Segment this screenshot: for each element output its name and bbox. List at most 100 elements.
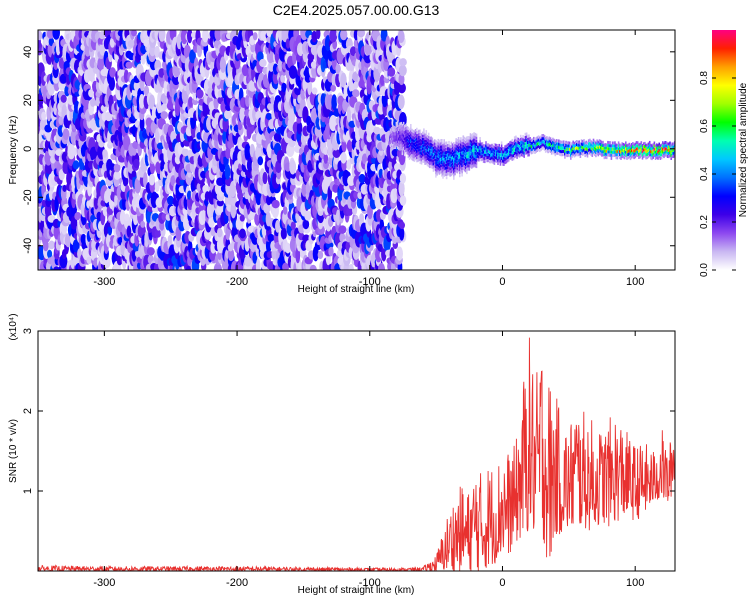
noise-cell — [330, 84, 336, 92]
noise-cell — [131, 248, 137, 262]
noise-cell — [317, 250, 324, 260]
noise-cell — [329, 114, 338, 132]
signal-cell — [457, 137, 460, 140]
spectrogram-y-axis-label: Frequency (Hz) — [8, 116, 19, 185]
snr-x-tick-label: -200 — [226, 577, 248, 589]
noise-cell — [148, 94, 156, 110]
noise-cell — [387, 67, 396, 77]
noise-cell — [148, 173, 156, 186]
noise-cell — [108, 76, 116, 91]
spectrogram-x-axis-label: Height of straight line (km) — [298, 284, 415, 295]
noise-cell — [53, 266, 60, 270]
noise-cell — [340, 152, 347, 164]
noise-cell — [214, 30, 222, 41]
noise-cell — [239, 214, 245, 222]
signal-cell — [441, 139, 443, 142]
signal-cell — [579, 155, 582, 158]
noise-cell — [324, 35, 332, 52]
signal-cell — [475, 161, 478, 165]
snr-x-tick-label: 0 — [499, 577, 505, 589]
spectrogram-y-tick-label: 20 — [22, 94, 34, 106]
noise-cell — [398, 64, 407, 77]
noise-cell — [306, 115, 312, 127]
noise-cell — [346, 207, 353, 216]
signal-cell — [484, 160, 486, 164]
noise-cell — [189, 49, 196, 64]
noise-cell — [113, 170, 121, 180]
noise-cell — [105, 111, 113, 122]
signal-cell — [479, 137, 481, 140]
noise-cell — [80, 233, 87, 245]
noise-cell — [311, 30, 318, 43]
signal-cell — [466, 171, 468, 175]
noise-cell — [281, 82, 287, 93]
noise-cell — [265, 112, 273, 121]
colorbar-tick-label: 0.4 — [699, 167, 710, 181]
noise-cell — [302, 219, 310, 230]
noise-cell — [272, 70, 279, 85]
noise-cell — [262, 171, 268, 185]
noise-cell — [195, 89, 204, 99]
noise-cell — [322, 147, 329, 155]
noise-cell — [230, 202, 237, 219]
noise-cell — [202, 30, 209, 43]
signal-cell — [519, 134, 522, 138]
noise-cell — [64, 233, 72, 248]
noise-cell — [187, 149, 194, 158]
noise-cell — [263, 202, 271, 214]
noise-cell — [275, 219, 281, 233]
noise-cell — [348, 264, 354, 270]
signal-cell — [511, 138, 514, 142]
colorbar-tick-label: 0.0 — [699, 263, 710, 277]
noise-cell — [239, 228, 246, 239]
signal-cell — [459, 174, 461, 178]
signal-cell — [475, 133, 478, 137]
noise-cell — [62, 160, 70, 174]
noise-cell — [282, 262, 290, 270]
signal-cell — [522, 135, 524, 139]
signal-cell — [423, 128, 425, 132]
noise-cell — [252, 32, 258, 41]
noise-cell — [399, 173, 407, 184]
noise-cell — [280, 227, 288, 240]
noise-cell — [72, 160, 80, 170]
noise-cell — [266, 102, 275, 111]
signal-cell — [500, 141, 503, 145]
signal-cell — [568, 141, 571, 145]
signal-cell — [640, 141, 643, 145]
signal-cell — [453, 176, 455, 180]
noise-cell — [329, 30, 338, 43]
signal-cell — [648, 140, 651, 144]
noise-cell — [216, 227, 223, 238]
noise-cell — [117, 69, 126, 78]
signal-cell — [461, 170, 463, 174]
signal-cell — [562, 140, 565, 144]
noise-cell — [271, 199, 280, 209]
noise-cell — [74, 211, 82, 221]
noise-cell — [310, 61, 318, 69]
colorbar: 0.00.20.40.60.8 Normalized spectral ampl… — [699, 30, 749, 277]
spectrogram-cells — [38, 30, 675, 270]
noise-cell — [274, 95, 282, 103]
noise-cell — [332, 149, 341, 158]
noise-cell — [335, 63, 341, 75]
signal-cell — [610, 156, 613, 160]
noise-cell — [186, 30, 193, 44]
colorbar-tick-label: 0.8 — [699, 71, 710, 85]
noise-cell — [282, 205, 288, 215]
signal-cell — [401, 152, 404, 156]
noise-cell — [272, 63, 279, 75]
noise-cell — [399, 58, 407, 67]
signal-cell — [404, 153, 406, 157]
signal-cell — [625, 141, 627, 145]
signal-cell — [478, 158, 480, 162]
noise-cell — [244, 143, 251, 160]
noise-cell — [358, 173, 366, 184]
noise-cell — [102, 149, 108, 158]
signal-cell — [591, 154, 594, 157]
signal-cell — [605, 156, 608, 160]
noise-cell — [131, 170, 137, 178]
noise-cell — [224, 109, 232, 120]
